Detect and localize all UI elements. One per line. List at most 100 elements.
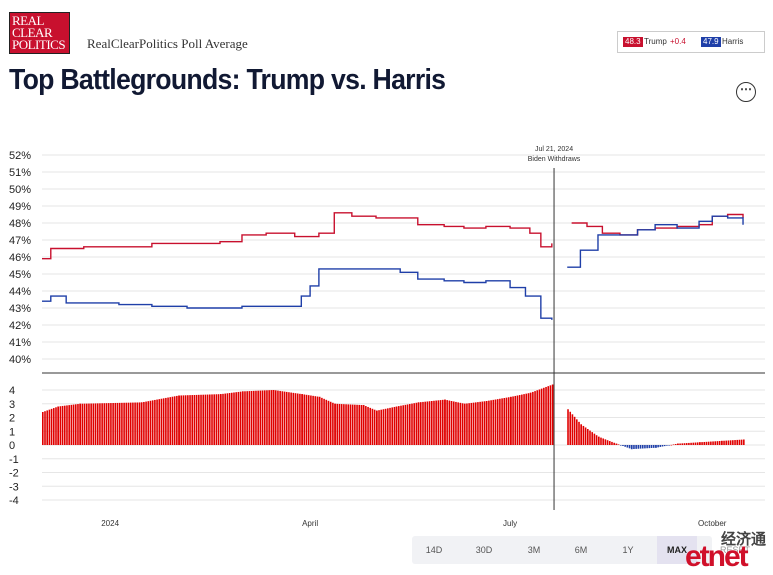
spread-bar: [514, 395, 517, 445]
spread-bar: [63, 405, 66, 445]
x-tick-label: April: [302, 519, 318, 528]
spread-bar: [406, 404, 409, 445]
spread-bar: [551, 384, 554, 445]
x-tick-label: July: [503, 519, 517, 528]
spread-bar: [490, 400, 492, 445]
more-options-button[interactable]: ⋯: [736, 82, 756, 102]
spread-bar: [681, 443, 684, 445]
spread-bar: [110, 403, 112, 445]
spread-bar: [655, 445, 657, 448]
spread-bar: [224, 393, 226, 445]
spread-bar: [299, 393, 301, 445]
y-tick-label: 46%: [9, 252, 31, 264]
spread-bar: [191, 395, 194, 445]
spread-bar: [336, 403, 339, 445]
spread-bar: [404, 404, 407, 445]
spread-bar: [661, 445, 664, 447]
x-axis-ticks: 2024 April July October: [101, 519, 727, 528]
spread-bar: [182, 395, 185, 445]
spread-bar: [499, 398, 501, 445]
rcp-logo[interactable]: REAL CLEAR POLITICS: [9, 12, 70, 54]
y-tick-label: 40%: [9, 354, 31, 366]
spread-bar: [52, 408, 55, 445]
spread-bar: [461, 403, 464, 445]
spread-bar: [703, 441, 706, 445]
etnet-watermark: 经济通 etnet: [685, 528, 770, 573]
spread-bar: [129, 402, 132, 445]
spread-bar: [241, 391, 244, 445]
spread-bar: [340, 404, 343, 445]
spread-bar: [112, 403, 114, 445]
spread-bar: [101, 403, 103, 445]
spread-bar: [395, 406, 398, 445]
spread-bar: [173, 396, 176, 445]
spread-bar: [48, 409, 51, 445]
spread-bar: [666, 445, 668, 446]
spread-bar: [624, 445, 626, 447]
spread-bar: [57, 406, 59, 445]
spread-bar: [648, 445, 651, 449]
watermark-en: etnet: [685, 540, 749, 574]
spread-bar: [123, 402, 125, 445]
spread-bar: [193, 394, 196, 445]
range-14d-button[interactable]: 14D: [425, 545, 443, 555]
spread-bar: [589, 430, 591, 445]
spread-bar: [169, 397, 172, 445]
spread-bar: [195, 394, 198, 445]
spread-bar: [259, 390, 262, 445]
spread-bar: [571, 414, 574, 445]
spread-bar: [365, 406, 367, 445]
spread-bar: [343, 404, 345, 445]
spread-bar: [477, 402, 479, 445]
spread-bar: [314, 396, 317, 445]
spread-bar: [391, 407, 394, 445]
spread-bar: [233, 392, 235, 445]
range-max-button[interactable]: MAX: [657, 536, 697, 564]
spread-bar: [602, 438, 604, 445]
spread-bar: [204, 394, 207, 445]
spread-bar: [74, 404, 77, 445]
spread-bar: [213, 394, 216, 445]
range-6m-button[interactable]: 6M: [574, 545, 588, 555]
spread-bar: [408, 404, 411, 445]
range-1y-button[interactable]: 1Y: [622, 545, 634, 555]
spread-bar: [389, 407, 391, 445]
spread-bar: [103, 403, 106, 445]
spread-bar: [145, 401, 147, 445]
spread-bar: [338, 403, 341, 445]
spread-bar: [277, 390, 279, 445]
legend-harris-label: Harris: [722, 37, 744, 46]
spread-bar: [296, 393, 299, 445]
spread-bar: [613, 442, 615, 445]
spread-bar: [727, 440, 730, 445]
range-selector: 14D 30D 3M 6M 1Y MAX RESET: [412, 536, 750, 564]
spread-bar: [316, 396, 319, 445]
spread-bar: [576, 419, 578, 445]
spread-bar: [712, 441, 714, 445]
spread-bar: [79, 403, 81, 445]
logo-line: POLITICS: [12, 37, 66, 52]
spread-bar: [215, 394, 218, 445]
spread-bar: [244, 391, 246, 445]
spread-bar: [710, 441, 712, 445]
spread-bar: [441, 399, 444, 445]
spread-bar: [132, 402, 134, 445]
y-tick-label: -3: [9, 481, 19, 493]
reset-button[interactable]: RESET: [719, 545, 750, 555]
spread-bar: [740, 439, 743, 445]
spread-bar: [538, 389, 541, 445]
spread-bar: [384, 408, 387, 445]
spread-bar: [42, 412, 44, 445]
spread-bar: [94, 403, 97, 445]
spread-bar: [400, 405, 402, 445]
spread-bar: [650, 445, 653, 448]
spread-bar: [189, 395, 191, 445]
y-tick-label: 42%: [9, 320, 31, 332]
y-tick-label: 48%: [9, 218, 31, 230]
range-30d-button[interactable]: 30D: [475, 545, 493, 555]
spread-bar: [688, 442, 690, 445]
logo-line: CLEAR: [12, 25, 53, 40]
spread-bar: [261, 390, 264, 445]
range-3m-button[interactable]: 3M: [527, 545, 541, 555]
x-tick-label: 2024: [101, 519, 119, 528]
